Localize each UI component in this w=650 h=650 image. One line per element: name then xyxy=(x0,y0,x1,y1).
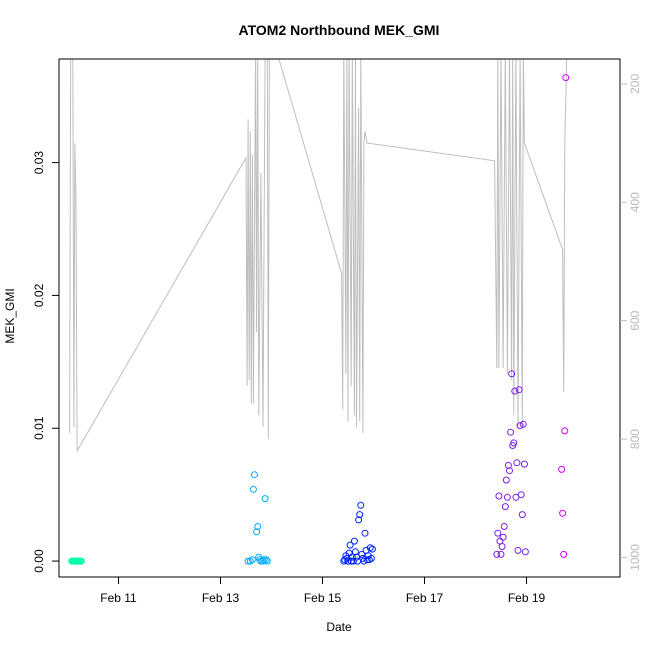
y-tick-label: 0.03 xyxy=(32,151,46,175)
data-point xyxy=(510,439,518,447)
y-axis-label: MEK_GMI xyxy=(3,288,17,343)
y2-tick-label: 800 xyxy=(628,429,642,449)
y2-tick-label: 600 xyxy=(628,310,642,330)
y-tick-label: 0.01 xyxy=(32,416,46,440)
data-point xyxy=(244,557,252,565)
x-axis-label: Date xyxy=(326,620,352,634)
data-point xyxy=(502,476,510,484)
data-point xyxy=(499,533,507,541)
x-tick-label: Feb 17 xyxy=(406,591,444,605)
data-point xyxy=(503,493,511,501)
data-point xyxy=(355,516,363,524)
data-point xyxy=(507,428,515,436)
data-point xyxy=(498,543,506,550)
data-point xyxy=(361,529,369,537)
y-tick-label: 0.02 xyxy=(32,283,46,307)
data-point xyxy=(350,537,358,545)
data-point xyxy=(516,422,524,430)
plot-frame xyxy=(58,58,621,578)
data-point xyxy=(519,420,527,428)
data-point xyxy=(356,511,364,519)
data-point xyxy=(248,556,256,564)
data-point xyxy=(562,74,570,82)
data-point xyxy=(494,529,502,537)
data-point xyxy=(560,550,568,558)
data-point xyxy=(504,461,512,469)
data-point xyxy=(521,548,529,556)
x-tick-label: Feb 11 xyxy=(100,591,137,605)
y2-tick-label: 1000 xyxy=(628,544,642,571)
data-point xyxy=(254,523,262,530)
data-point xyxy=(511,387,519,395)
x-tick-label: Feb 19 xyxy=(508,591,546,605)
x-tick-label: Feb 15 xyxy=(304,591,342,605)
data-point xyxy=(558,465,566,473)
data-point xyxy=(251,471,258,479)
data-point xyxy=(559,509,567,517)
data-point xyxy=(261,495,269,503)
data-point xyxy=(367,554,375,562)
y2-tick-label: 200 xyxy=(628,74,642,94)
data-point xyxy=(561,427,569,435)
data-point xyxy=(517,491,525,499)
x-axis: Feb 11 Feb 13 Feb 15 Feb 17 Feb 19 xyxy=(100,577,546,605)
data-point xyxy=(77,557,85,565)
data-point xyxy=(353,553,360,561)
data-point xyxy=(259,557,267,565)
data-point xyxy=(351,548,359,556)
data-point xyxy=(501,503,509,511)
data-point xyxy=(515,386,523,394)
y-tick-label: 0.00 xyxy=(32,549,46,573)
data-point xyxy=(357,501,365,509)
right-axis-line-series xyxy=(69,59,568,453)
data-point xyxy=(508,370,516,378)
data-point xyxy=(493,550,501,558)
data-point xyxy=(368,545,376,553)
data-point xyxy=(253,528,261,536)
data-point xyxy=(495,492,503,500)
data-point xyxy=(358,550,366,558)
data-point xyxy=(500,523,508,530)
data-point xyxy=(506,467,513,475)
data-point xyxy=(263,557,271,565)
data-point xyxy=(520,460,528,468)
chart-title: ATOM2 Northbound MEK_GMI xyxy=(239,22,440,38)
y-axis-right: 200 400 600 800 1000 xyxy=(620,74,642,571)
data-point xyxy=(497,550,505,558)
data-point xyxy=(249,485,257,493)
data-point xyxy=(260,556,268,564)
data-point xyxy=(348,553,356,561)
data-point xyxy=(518,511,526,519)
x-tick-label: Feb 13 xyxy=(202,591,240,605)
scatter-points xyxy=(68,74,570,565)
data-point xyxy=(363,556,371,564)
y-axis-left: 0.00 0.01 0.02 0.03 xyxy=(32,151,59,573)
data-point xyxy=(346,541,354,549)
series-line xyxy=(69,59,568,453)
data-point xyxy=(513,459,521,467)
data-point xyxy=(262,556,270,564)
data-point xyxy=(514,546,522,554)
y2-tick-label: 400 xyxy=(628,192,642,212)
data-point xyxy=(344,557,352,565)
